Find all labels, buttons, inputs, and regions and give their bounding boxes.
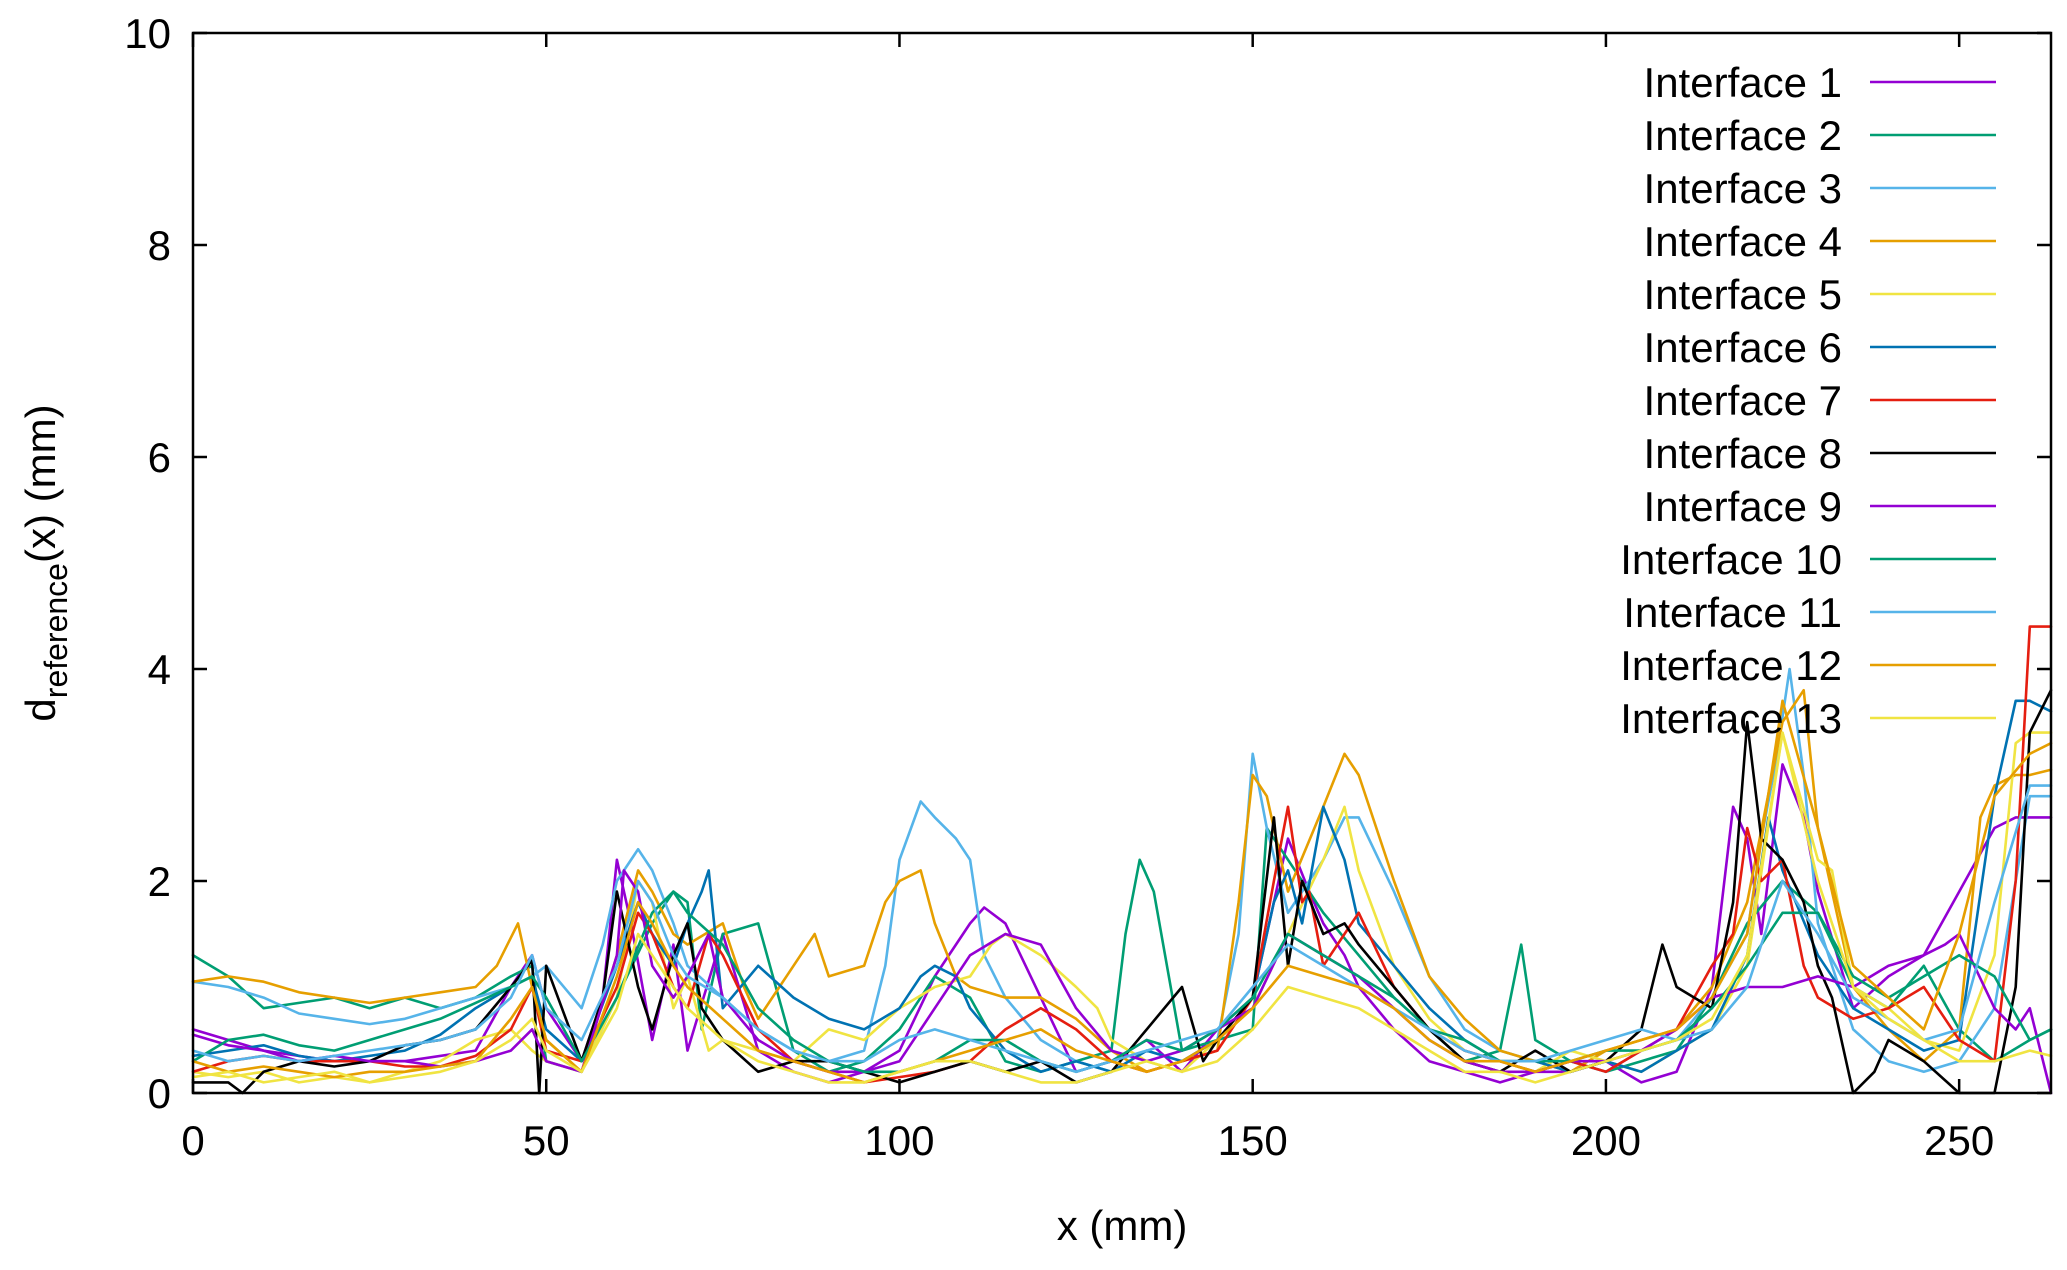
series-line-10: [191, 890, 2053, 1074]
legend-label-4: Interface 4: [1644, 218, 1842, 265]
series-line-12: [191, 699, 2053, 1084]
series-line-8: [191, 688, 2053, 1095]
x-tick-label-1: 50: [523, 1117, 570, 1164]
series-line-1: [191, 763, 2053, 1084]
plot-frame: [191, 31, 2053, 1095]
legend-label-13: Interface 13: [1620, 695, 1842, 742]
y-axis-title-suffix: (x) (mm): [17, 404, 64, 563]
legend-label-1: Interface 1: [1644, 59, 1842, 106]
series-line-6: [191, 699, 2053, 1074]
y-tick-label-5: 10: [124, 10, 171, 57]
y-tick-label-4: 8: [148, 222, 171, 269]
legend: Interface 1 Interface 2 Interface 3 Interfa…: [1620, 59, 1996, 742]
legend-label-2: Interface 2: [1644, 112, 1842, 159]
legend-label-12: Interface 12: [1620, 642, 1842, 689]
legend-label-8: Interface 8: [1644, 430, 1842, 477]
legend-label-10: Interface 10: [1620, 536, 1842, 583]
legend-label-9: Interface 9: [1644, 483, 1842, 530]
x-axis-title: x (mm): [1057, 1202, 1188, 1249]
tick-layer: 0 50 100 150 200 250 0 2 4 6 8 10: [124, 10, 2051, 1164]
x-tick-label-3: 150: [1218, 1117, 1288, 1164]
legend-label-6: Interface 6: [1644, 324, 1842, 371]
legend-label-5: Interface 5: [1644, 271, 1842, 318]
y-axis-title-subscript: reference: [38, 563, 74, 698]
series-line-7: [191, 625, 2053, 1084]
series-line-4: [191, 688, 2053, 1074]
y-axis-title-main: d: [17, 698, 64, 721]
y-tick-label-3: 6: [148, 434, 171, 481]
series-line-11: [191, 784, 2053, 1074]
series-line-13: [191, 731, 2053, 1084]
x-tick-label-0: 0: [181, 1117, 204, 1164]
x-tick-label-5: 250: [1924, 1117, 1994, 1164]
y-tick-label-1: 2: [148, 858, 171, 905]
series-layer: [191, 625, 2053, 1095]
legend-label-7: Interface 7: [1644, 377, 1842, 424]
x-tick-label-2: 100: [864, 1117, 934, 1164]
y-axis-title: dreference(x) (mm): [17, 404, 74, 721]
y-tick-label-2: 4: [148, 646, 171, 693]
x-tick-label-4: 200: [1571, 1117, 1641, 1164]
series-line-2: [191, 826, 2053, 1074]
legend-label-3: Interface 3: [1644, 165, 1842, 212]
series-line-9: [191, 869, 2053, 1095]
legend-label-11: Interface 11: [1623, 589, 1842, 636]
y-tick-label-0: 0: [148, 1070, 171, 1117]
